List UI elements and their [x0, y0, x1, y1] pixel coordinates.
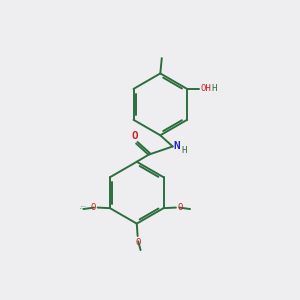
- Text: OH: OH: [200, 84, 211, 93]
- Text: O: O: [91, 203, 96, 212]
- Text: O: O: [132, 131, 139, 141]
- Text: methyl: methyl: [80, 208, 84, 209]
- Text: H: H: [181, 146, 186, 155]
- Text: H: H: [212, 84, 217, 93]
- Text: O: O: [136, 238, 141, 247]
- Text: methoxy: methoxy: [80, 206, 87, 207]
- Text: N: N: [174, 141, 180, 151]
- Text: O: O: [178, 203, 183, 212]
